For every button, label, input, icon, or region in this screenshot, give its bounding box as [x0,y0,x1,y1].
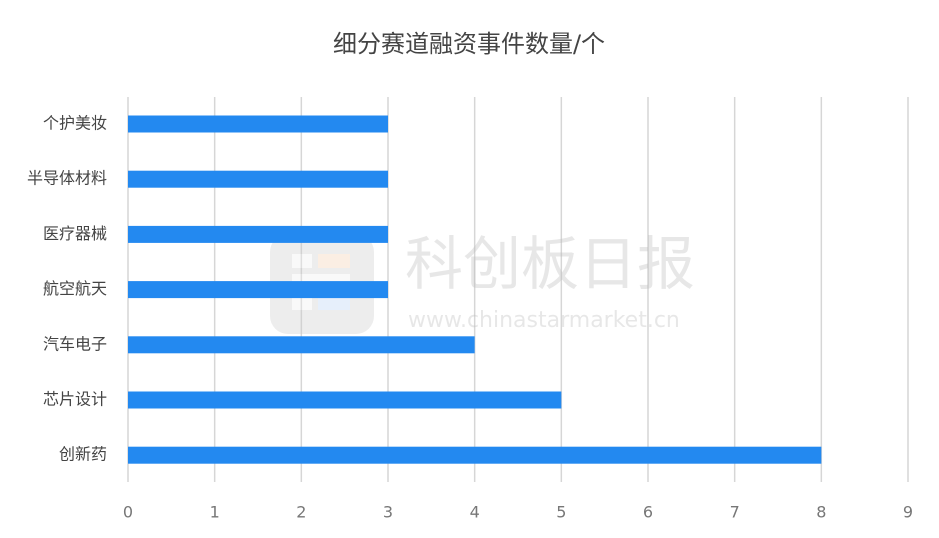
x-tick-label: 1 [210,503,220,522]
x-tick-label: 5 [556,503,566,522]
chart-title: 细分赛道融资事件数量/个 [333,30,605,58]
bar [128,170,388,188]
x-tick-label: 7 [730,503,740,522]
bar [128,336,475,354]
y-tick-label: 创新药 [59,445,107,464]
x-tick-label: 0 [123,503,133,522]
bar [128,225,388,243]
watermark-url: www.chinastarmarket.cn [408,308,680,333]
watermark-logo-cell [318,296,350,310]
watermark-logo-cell [292,296,312,310]
watermark-logo-cell [292,254,312,268]
watermark-name: 科创板日报 [405,230,695,298]
x-tick-label: 8 [816,503,826,522]
x-tick-label: 3 [383,503,393,522]
bar [128,281,388,299]
x-tick-label: 2 [296,503,306,522]
bar [128,115,388,133]
y-tick-label: 医疗器械 [43,224,107,243]
y-tick-label: 航空航天 [43,279,107,298]
watermark-logo-cell [318,254,350,268]
x-tick-label: 6 [643,503,653,522]
y-tick-label: 半导体材料 [27,169,107,188]
y-tick-label: 汽车电子 [43,334,107,353]
x-tick-label: 4 [470,503,480,522]
bar [128,391,562,409]
y-tick-label: 芯片设计 [43,390,107,409]
bar [128,446,822,464]
y-tick-label: 个护美妆 [43,114,107,133]
x-tick-label: 9 [903,503,913,522]
